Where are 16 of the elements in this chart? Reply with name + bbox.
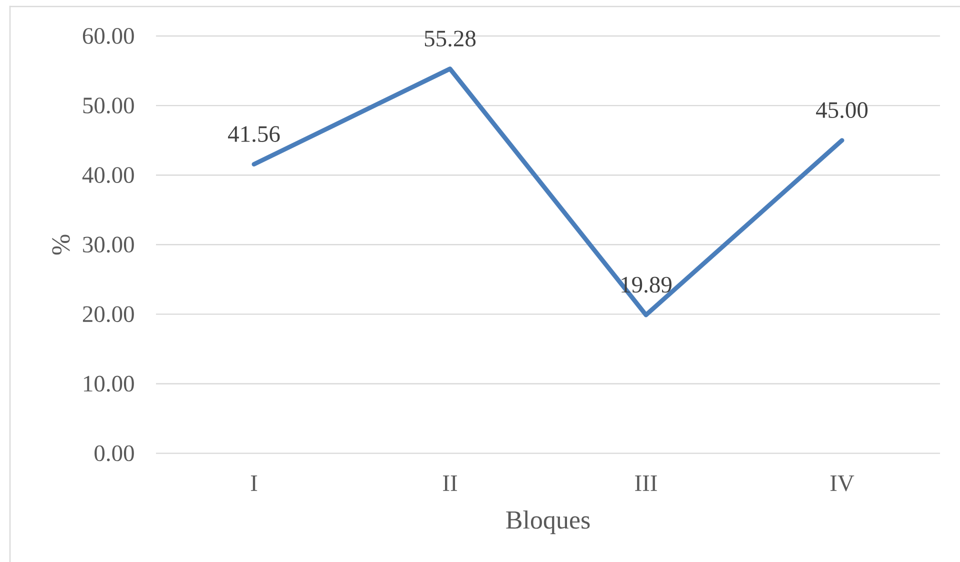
x-tick-label: II xyxy=(443,476,457,491)
y-tick-label: 60.00 xyxy=(82,28,134,44)
y-tick-label: 40.00 xyxy=(82,167,134,184)
y-tick-label: 30.00 xyxy=(83,236,134,253)
x-tick-label: III xyxy=(635,476,657,491)
x-tick-label: IV xyxy=(830,476,854,492)
y-axis-title: % xyxy=(52,234,70,255)
y-tick-label: 10.00 xyxy=(84,376,134,392)
data-label: 45.00 xyxy=(816,102,868,118)
data-label: 55.28 xyxy=(424,30,476,47)
y-tick-label: 0.00 xyxy=(94,445,134,462)
y-tick-label: 20.00 xyxy=(82,306,134,322)
x-axis-title: Bloques xyxy=(506,510,590,534)
x-tick-label: I xyxy=(250,476,258,491)
data-label: 41.56 xyxy=(228,126,280,142)
y-tick-label: 50.00 xyxy=(83,98,134,114)
